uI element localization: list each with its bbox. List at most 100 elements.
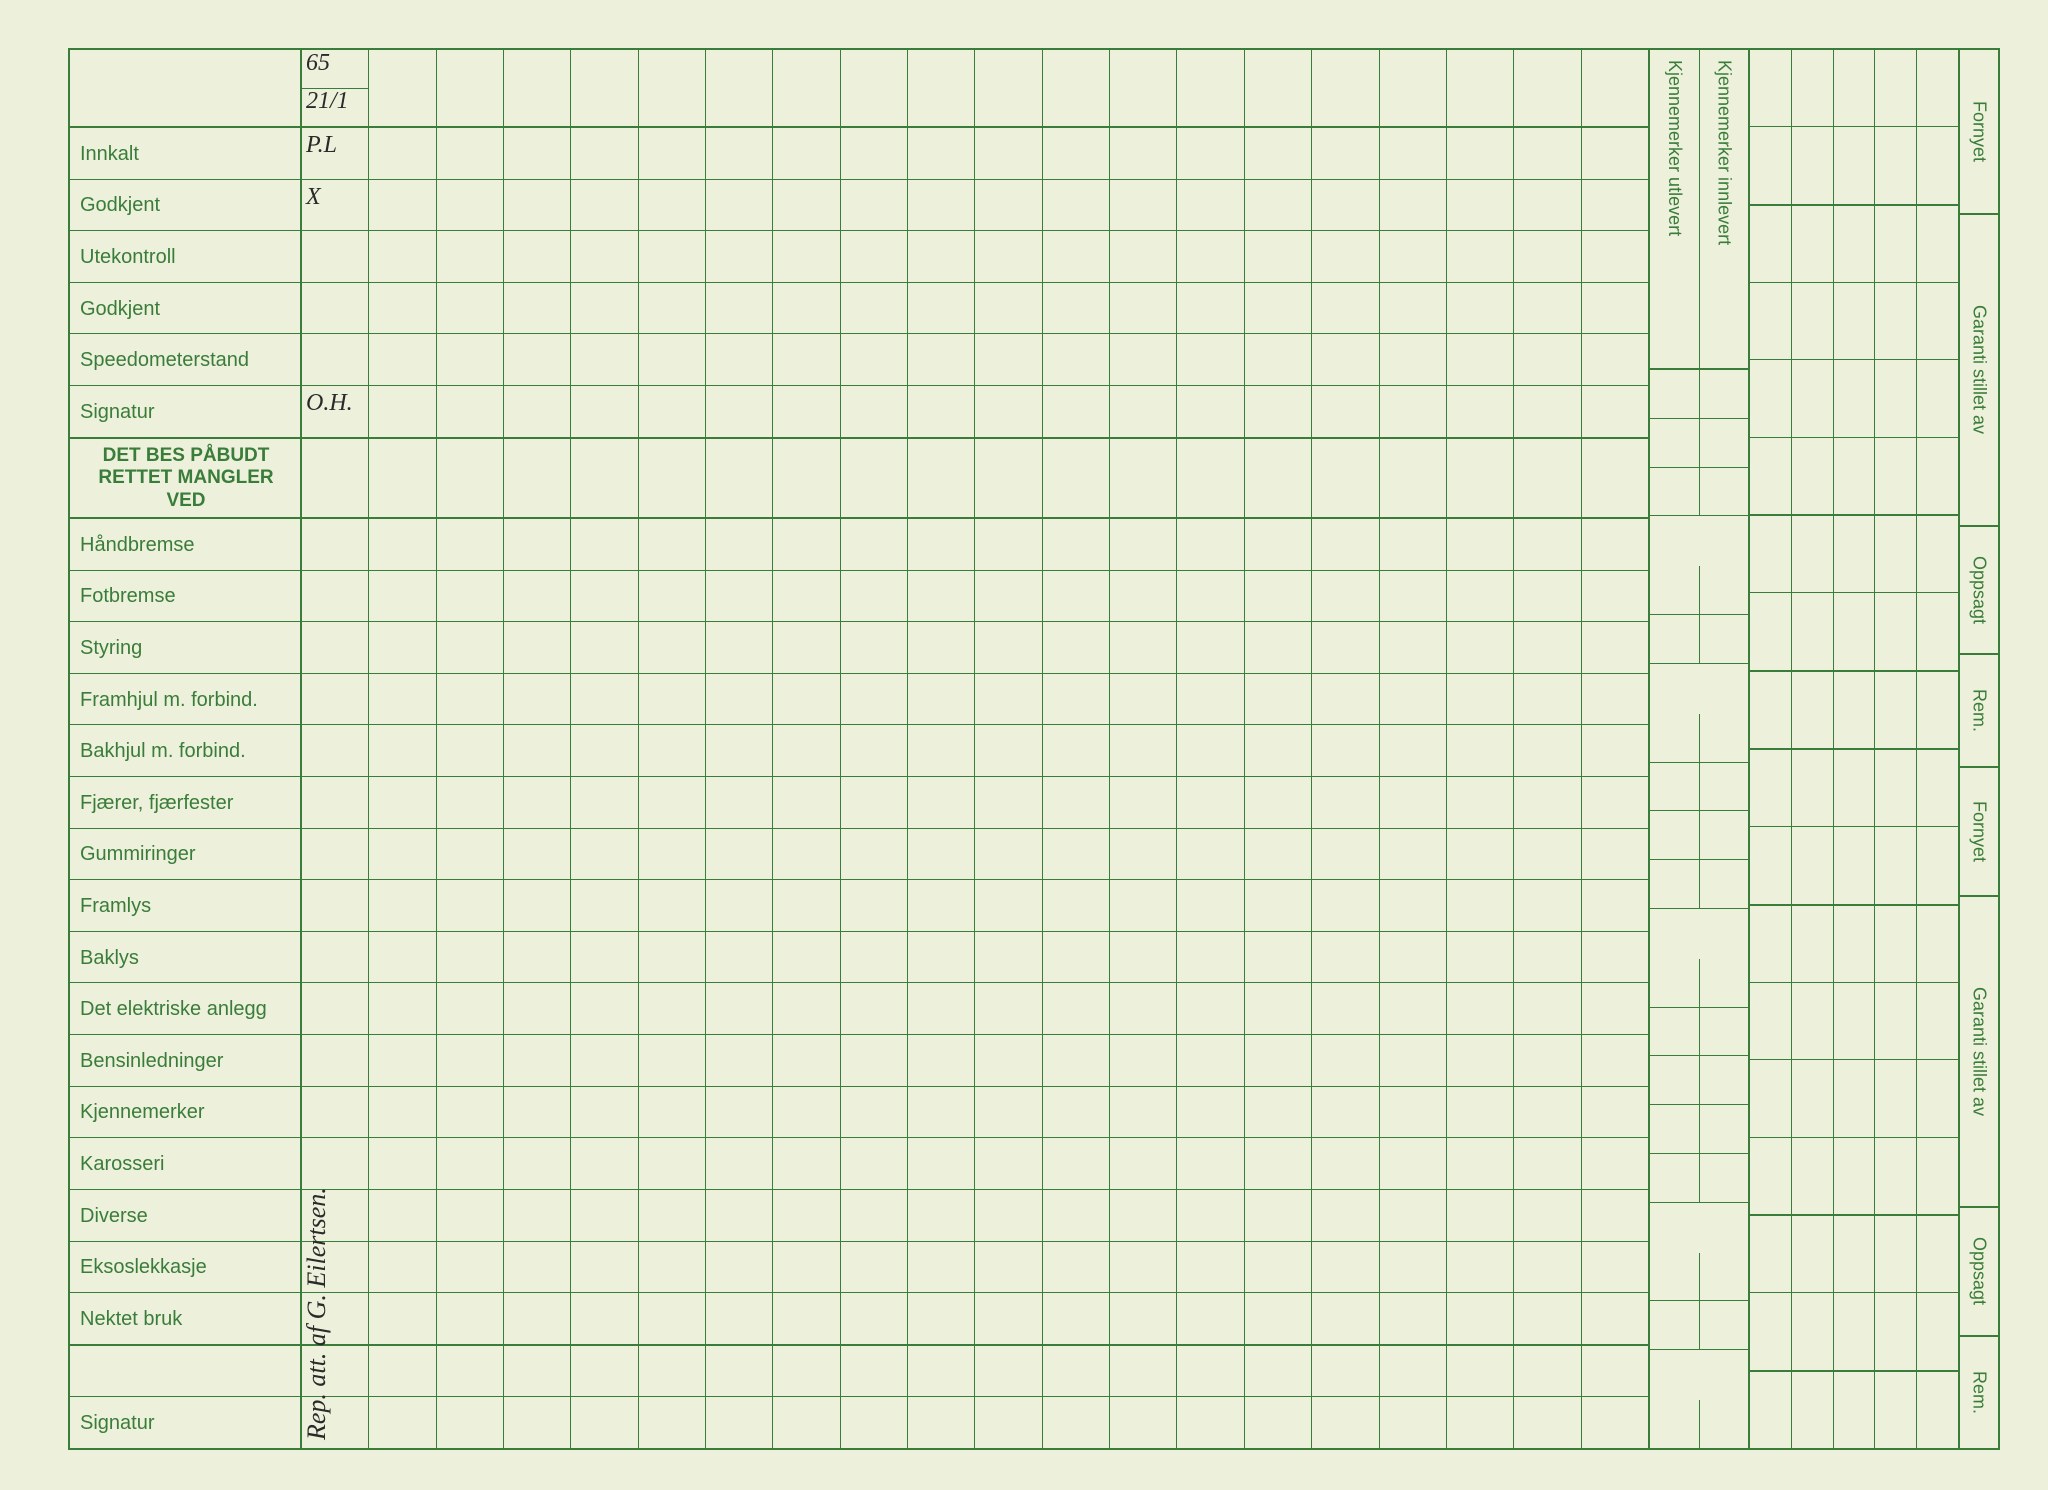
grid-cell [975, 725, 1042, 776]
right-grid [1750, 50, 1958, 1448]
grid-cell [639, 334, 706, 385]
grid-cell [1582, 932, 1648, 983]
form-row: Fotbremse [70, 571, 1648, 623]
grid-cell [571, 674, 638, 725]
grid-cell [1447, 777, 1514, 828]
grid-cell [773, 1087, 840, 1138]
grid-cell [1312, 519, 1379, 570]
grid-cell [302, 519, 369, 570]
side-row [1650, 1400, 1748, 1448]
right-grid-cell [1917, 206, 1958, 282]
grid-cell [773, 983, 840, 1034]
right-grid-cell [1750, 1216, 1792, 1292]
side-cell [1650, 860, 1700, 908]
right-label: Oppsagt [1960, 527, 1998, 655]
grid-cell [1312, 180, 1379, 231]
row-label: Styring [70, 622, 302, 673]
side-cell [1700, 1056, 1749, 1104]
grid-cell [1380, 674, 1447, 725]
grid-cell [1582, 180, 1648, 231]
grid-cell [1110, 880, 1177, 931]
grid-cell [975, 1035, 1042, 1086]
side-row [1650, 1056, 1748, 1105]
grid-cell [1043, 725, 1110, 776]
side-cell [1650, 1400, 1700, 1448]
side-cell [1700, 1008, 1749, 1056]
right-grid-cell [1834, 206, 1876, 282]
grid-cell [1043, 1138, 1110, 1189]
grid-cell [1110, 1397, 1177, 1448]
side-cell [1700, 566, 1749, 614]
grid-cell [1447, 519, 1514, 570]
grid-cell [773, 231, 840, 282]
side-header-innlevert: Kjennemerker innlevert [1700, 50, 1749, 368]
grid-cell [1177, 283, 1244, 334]
grid-cell [1177, 932, 1244, 983]
grid-cell [1110, 777, 1177, 828]
grid-cell [369, 386, 436, 437]
grid-cell [706, 128, 773, 179]
header-grid-cell [639, 50, 706, 126]
grid-cell [975, 1293, 1042, 1344]
grid-cell [773, 829, 840, 880]
grid-cell [1043, 386, 1110, 437]
grid-cell [1514, 880, 1581, 931]
grid-cell [1582, 622, 1648, 673]
grid-cell [1043, 622, 1110, 673]
row-label: Godkjent [70, 283, 302, 334]
grid-cell [1582, 725, 1648, 776]
grid-cell [369, 180, 436, 231]
grid-cell [773, 1242, 840, 1293]
side-cell [1700, 714, 1749, 762]
grid-cell [1110, 983, 1177, 1034]
grid-cell [1447, 1190, 1514, 1241]
row-grid [302, 880, 1648, 931]
row-label: Gummiringer [70, 829, 302, 880]
grid-cell [1177, 231, 1244, 282]
row-label: Utekontroll [70, 231, 302, 282]
grid-cell [1380, 1397, 1447, 1448]
grid-cell [1514, 932, 1581, 983]
row-grid [302, 983, 1648, 1034]
grid-cell: O.H. [302, 386, 369, 437]
header-grid-cell [1245, 50, 1312, 126]
side-cell [1700, 370, 1749, 418]
right-grid-cell [1875, 1293, 1917, 1369]
right-grid-cell [1875, 750, 1917, 826]
right-grid-cell [1834, 906, 1876, 982]
grid-cell [706, 725, 773, 776]
grid-cell [1043, 571, 1110, 622]
right-grid-cell [1750, 983, 1792, 1059]
grid-cell [369, 1293, 436, 1344]
grid-cell: P.L [302, 128, 369, 179]
grid-cell [1043, 439, 1110, 517]
grid-cell [1582, 571, 1648, 622]
grid-cell [1245, 1397, 1312, 1448]
right-grid-cell [1792, 750, 1834, 826]
grid-cell [504, 983, 571, 1034]
grid-cell [1514, 128, 1581, 179]
grid-cell [639, 571, 706, 622]
right-label: Garanti stillet av [1960, 897, 1998, 1209]
side-cell [1650, 714, 1700, 762]
right-grid-cell [1792, 206, 1834, 282]
right-grid-cell [1750, 672, 1792, 748]
grid-cell [504, 1035, 571, 1086]
grid-cell [1380, 571, 1447, 622]
grid-cell [639, 386, 706, 437]
vertical-signature: Rep. att. af G. Eilertsen. [302, 880, 332, 1440]
right-grid-cell [1917, 50, 1958, 126]
grid-cell [706, 1242, 773, 1293]
grid-cell [504, 1397, 571, 1448]
grid-cell [1110, 1087, 1177, 1138]
grid-cell [369, 128, 436, 179]
grid-cell [1043, 519, 1110, 570]
right-grid-cell [1834, 1060, 1876, 1136]
side-cell [1700, 468, 1749, 516]
header-grid-cell [975, 50, 1042, 126]
grid-cell [571, 1397, 638, 1448]
row-grid [302, 1346, 1648, 1397]
right-grid-row [1750, 206, 1958, 283]
grid-cell [1380, 983, 1447, 1034]
grid-cell [1312, 439, 1379, 517]
